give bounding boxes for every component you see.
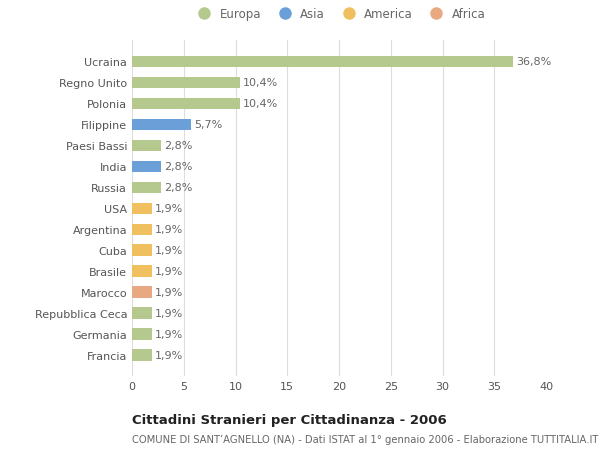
Bar — [132, 350, 152, 361]
Bar — [132, 161, 161, 173]
Text: 5,7%: 5,7% — [194, 120, 223, 130]
Text: 1,9%: 1,9% — [155, 308, 184, 319]
Text: 10,4%: 10,4% — [243, 99, 278, 109]
Text: 36,8%: 36,8% — [517, 57, 552, 67]
Bar — [132, 56, 513, 68]
Bar — [132, 182, 161, 194]
Bar — [132, 203, 152, 215]
Bar — [132, 245, 152, 257]
Text: Cittadini Stranieri per Cittadinanza - 2006: Cittadini Stranieri per Cittadinanza - 2… — [132, 413, 447, 426]
Bar — [132, 78, 239, 89]
Bar — [132, 140, 161, 152]
Text: 1,9%: 1,9% — [155, 246, 184, 256]
Text: 1,9%: 1,9% — [155, 350, 184, 360]
Bar — [132, 119, 191, 131]
Bar — [132, 308, 152, 319]
Bar — [132, 329, 152, 340]
Bar — [132, 98, 239, 110]
Text: 2,8%: 2,8% — [164, 162, 193, 172]
Legend: Europa, Asia, America, Africa: Europa, Asia, America, Africa — [188, 4, 490, 26]
Text: 1,9%: 1,9% — [155, 204, 184, 214]
Text: 2,8%: 2,8% — [164, 183, 193, 193]
Bar — [132, 287, 152, 298]
Text: 1,9%: 1,9% — [155, 225, 184, 235]
Text: 1,9%: 1,9% — [155, 330, 184, 340]
Bar — [132, 266, 152, 277]
Text: COMUNE DI SANT’AGNELLO (NA) - Dati ISTAT al 1° gennaio 2006 - Elaborazione TUTTI: COMUNE DI SANT’AGNELLO (NA) - Dati ISTAT… — [132, 434, 598, 444]
Text: 10,4%: 10,4% — [243, 78, 278, 88]
Text: 1,9%: 1,9% — [155, 288, 184, 297]
Text: 1,9%: 1,9% — [155, 267, 184, 277]
Text: 2,8%: 2,8% — [164, 141, 193, 151]
Bar — [132, 224, 152, 235]
